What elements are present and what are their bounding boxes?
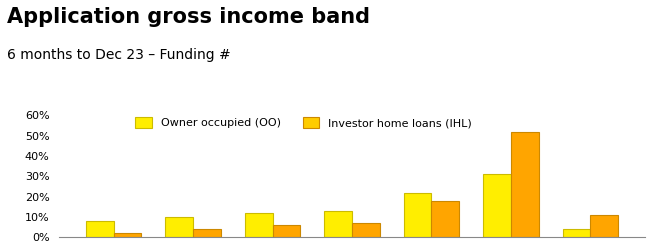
Bar xyxy=(403,192,432,237)
Bar xyxy=(165,217,193,237)
Bar xyxy=(193,229,221,237)
Legend: Owner occupied (OO), Investor home loans (IHL): Owner occupied (OO), Investor home loans… xyxy=(135,117,472,128)
Text: Application gross income band: Application gross income band xyxy=(7,7,370,27)
Bar xyxy=(563,229,590,237)
Bar xyxy=(324,211,352,237)
Bar xyxy=(245,213,272,237)
Bar xyxy=(483,174,511,237)
Bar xyxy=(86,221,114,237)
Bar xyxy=(114,233,141,237)
Bar xyxy=(432,201,459,237)
Bar xyxy=(511,132,539,237)
Bar xyxy=(590,215,619,237)
Bar xyxy=(272,225,301,237)
Bar xyxy=(352,223,380,237)
Text: 6 months to Dec 23 – Funding #: 6 months to Dec 23 – Funding # xyxy=(7,48,230,62)
